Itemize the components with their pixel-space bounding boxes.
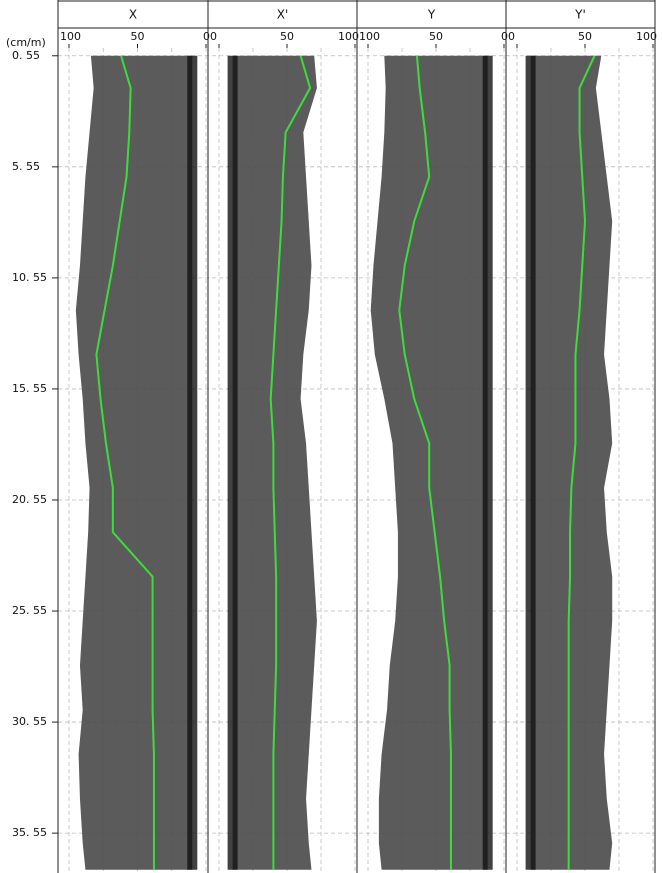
y-tick-label: 10. 55 (12, 271, 47, 284)
y-axis-label: (cm/m) (6, 36, 46, 49)
trace-line (269, 55, 312, 870)
panel-title: Y (427, 8, 436, 22)
x-tick-label: 50 (131, 30, 145, 43)
x-tick-label: 50 (429, 30, 443, 43)
x-tick-label: 100 (60, 30, 81, 43)
x-tick-label: 0 (203, 30, 210, 43)
x-tick-label: 100 (338, 30, 359, 43)
x-tick-label: 50 (578, 30, 592, 43)
y-tick-label: 0. 55 (12, 49, 40, 62)
y-tick-label: 5. 55 (12, 160, 40, 173)
trace-line (95, 55, 155, 870)
amplitude-band (75, 55, 193, 870)
x-tick-label: 0 (501, 30, 508, 43)
panel-title: Y' (574, 8, 586, 22)
x-tick-label: 50 (280, 30, 294, 43)
trace-line (567, 55, 596, 870)
amplitude-band (232, 55, 317, 870)
y-tick-label: 20. 55 (12, 493, 47, 506)
panel-title: X (129, 8, 137, 22)
trace-line (398, 55, 452, 870)
x-tick-label: 0 (210, 30, 217, 43)
y-tick-label: 30. 55 (12, 715, 47, 728)
x-tick-label: 100 (636, 30, 657, 43)
x-tick-label: 0 (508, 30, 515, 43)
y-tick-label: 25. 55 (12, 604, 47, 617)
x-tick-label: 100 (359, 30, 380, 43)
y-tick-label: 35. 55 (12, 826, 47, 839)
amplitude-band (530, 55, 613, 870)
y-tick-label: 15. 55 (12, 382, 47, 395)
panel-title: X' (277, 8, 289, 22)
